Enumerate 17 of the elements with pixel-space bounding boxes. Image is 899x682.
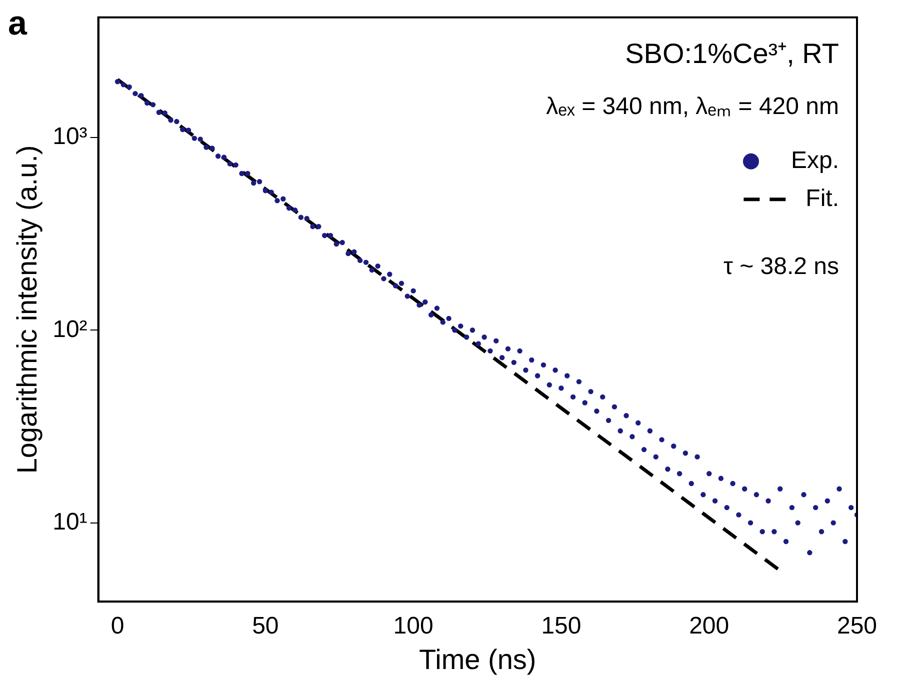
x-tick-label: 0 [110,612,124,640]
y-tick-label: 10² [52,316,88,343]
y-tick-label: 10¹ [52,508,88,536]
y-axis-title: Logarithmic intensity (a.u.) [12,145,43,474]
x-tick-label: 200 [689,612,730,640]
annotation: τ ~ 38.2 ns [723,253,839,280]
x-axis-title: Time (ns) [419,644,536,675]
x-tick-label: 100 [393,612,434,640]
annotation: SBO:1%Ce³⁺, RT [625,38,839,70]
x-tick-label: 150 [541,612,582,640]
annotation: λₑₓ = 340 nm, λₑₘ = 420 nm [546,93,839,120]
legend-label: Exp. [790,147,839,174]
x-tick-label: 50 [252,612,279,640]
x-tick-label: 250 [836,612,878,640]
legend-label: Fit. [806,185,839,212]
y-tick-label: 10³ [52,123,88,150]
chart-title: a [8,4,28,42]
